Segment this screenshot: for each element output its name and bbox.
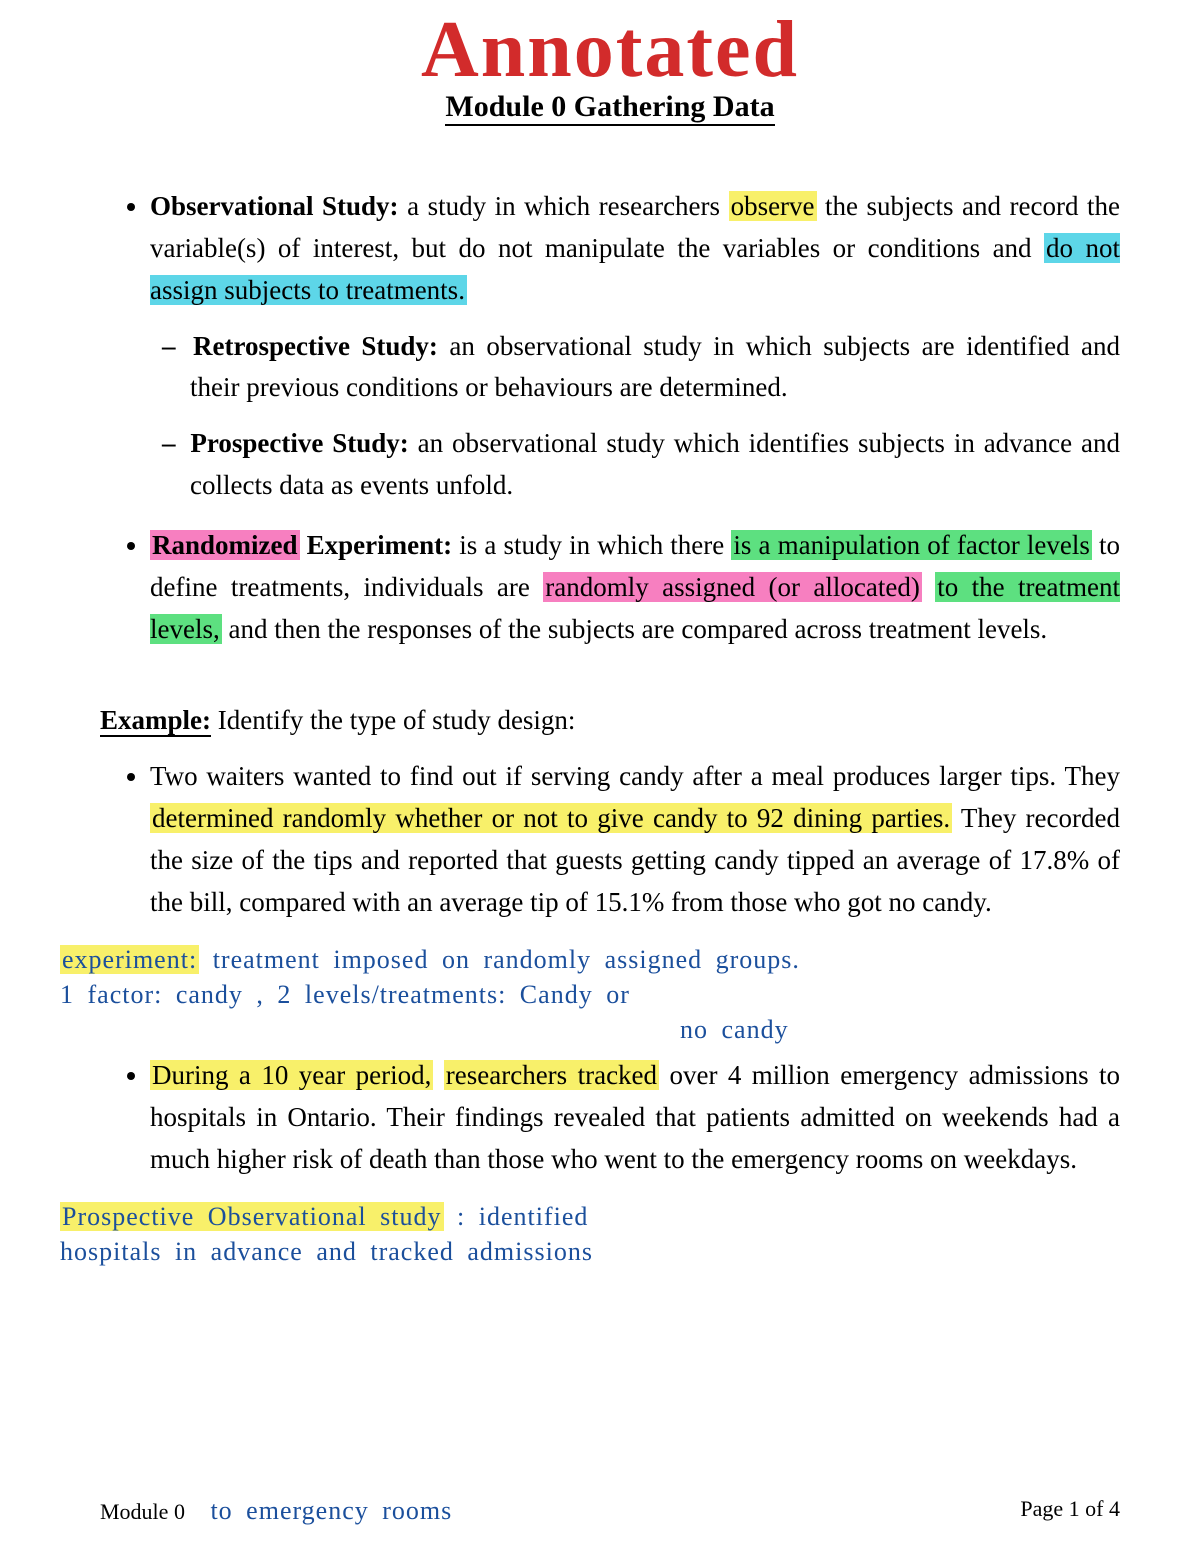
- term-retrospective: Retrospective Study:: [193, 331, 438, 361]
- annotated-handwritten-title: Annotated: [100, 10, 1120, 90]
- term-prospective: Prospective Study:: [190, 428, 408, 458]
- handwritten-note-prospective: Prospective Observational study : identi…: [60, 1199, 1120, 1269]
- text: and then the responses of the subjects a…: [222, 614, 1047, 644]
- handwritten-text: hospitals in advance and tracked admissi…: [60, 1237, 593, 1266]
- module-title: Module 0 Gathering Data: [445, 90, 774, 126]
- text: [433, 1060, 443, 1090]
- footer-module: Module 0: [100, 1499, 185, 1524]
- text: Two waiters wanted to find out if servin…: [150, 761, 1120, 791]
- term-observational: Observational Study:: [150, 191, 399, 221]
- highlight-hw-prospective: Prospective Observational study: [60, 1202, 444, 1231]
- highlight-10year: During a 10 year period,: [150, 1060, 433, 1090]
- handwritten-text: no candy: [680, 1012, 1120, 1047]
- highlight-observe: observe: [729, 191, 817, 221]
- highlight-randomized: Randomized: [150, 530, 300, 560]
- sub-list: Retrospective Study: an observational st…: [150, 326, 1120, 507]
- example-heading-block: Example: Identify the type of study desi…: [100, 705, 1120, 736]
- definitions-list: Observational Study: a study in which re…: [100, 186, 1120, 650]
- example-item-waiters: Two waiters wanted to find out if servin…: [150, 756, 1120, 923]
- text: a study in which researchers: [399, 191, 729, 221]
- footer-page: Page 1 of 4: [1020, 1496, 1120, 1526]
- observational-study-item: Observational Study: a study in which re…: [150, 186, 1120, 507]
- title-wrap: Module 0 Gathering Data: [100, 90, 1120, 156]
- example-lead: Identify the type of study design:: [211, 705, 575, 735]
- highlight-randomly-determined: determined randomly whether or not to gi…: [150, 803, 952, 833]
- handwritten-footer-text: to emergency rooms: [210, 1496, 452, 1525]
- randomized-experiment-item: Randomized Experiment: is a study in whi…: [150, 525, 1120, 651]
- text: is a study in which there: [452, 530, 731, 560]
- handwritten-note-experiment: experiment: treatment imposed on randoml…: [60, 942, 1120, 1047]
- handwritten-text: 1 factor: candy , 2 levels/treatments: C…: [60, 980, 630, 1009]
- highlight-randomly-assigned: randomly assigned (or allocated): [543, 572, 922, 602]
- prospective-item: Prospective Study: an observational stud…: [190, 423, 1120, 507]
- text: [922, 572, 935, 602]
- highlight-hw-experiment: experiment:: [60, 945, 199, 974]
- handwritten-text: treatment imposed on randomly assigned g…: [199, 945, 800, 974]
- page-footer: Module 0 to emergency rooms Page 1 of 4: [100, 1496, 1120, 1526]
- handwritten-text: : identified: [444, 1202, 589, 1231]
- page: Annotated Module 0 Gathering Data Observ…: [0, 0, 1200, 1554]
- retrospective-item: Retrospective Study: an observational st…: [190, 326, 1120, 410]
- term-experiment-rest: Experiment:: [300, 530, 453, 560]
- example-list-2: During a 10 year period, researchers tra…: [100, 1055, 1120, 1181]
- highlight-tracked: researchers tracked: [444, 1060, 659, 1090]
- footer-left-group: Module 0 to emergency rooms: [100, 1496, 452, 1526]
- example-heading: Example:: [100, 705, 211, 737]
- example-list: Two waiters wanted to find out if servin…: [100, 756, 1120, 923]
- example-item-hospitals: During a 10 year period, researchers tra…: [150, 1055, 1120, 1181]
- highlight-manipulation: is a manipulation of factor levels: [731, 530, 1091, 560]
